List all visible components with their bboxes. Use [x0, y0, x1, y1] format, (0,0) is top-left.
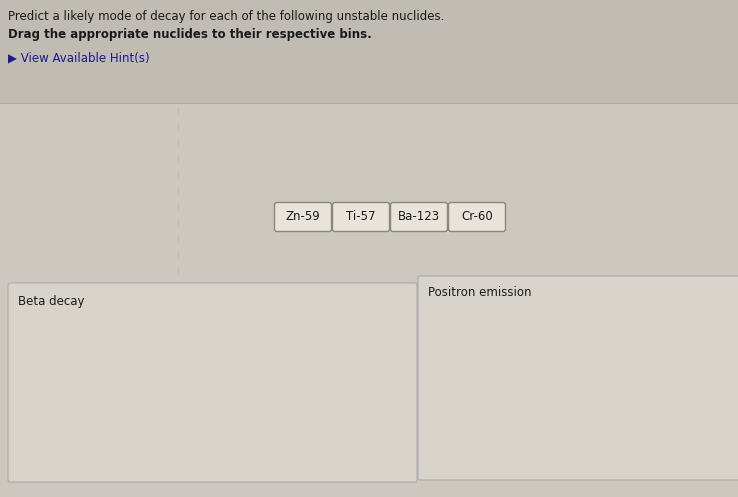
Text: Ba-123: Ba-123 [398, 211, 440, 224]
Text: Cr-60: Cr-60 [461, 211, 493, 224]
FancyBboxPatch shape [418, 276, 738, 480]
FancyBboxPatch shape [8, 283, 417, 482]
FancyBboxPatch shape [390, 202, 447, 232]
FancyBboxPatch shape [449, 202, 506, 232]
Text: ▶ View Available Hint(s): ▶ View Available Hint(s) [8, 52, 150, 65]
Text: Beta decay: Beta decay [18, 295, 84, 308]
Bar [0, 0, 738, 103]
Text: Positron emission: Positron emission [428, 286, 531, 299]
Text: Predict a likely mode of decay for each of the following unstable nuclides.: Predict a likely mode of decay for each … [8, 10, 444, 23]
Text: Ti-57: Ti-57 [346, 211, 376, 224]
Text: Zn-59: Zn-59 [286, 211, 320, 224]
Text: Drag the appropriate nuclides to their respective bins.: Drag the appropriate nuclides to their r… [8, 28, 372, 41]
Bar [0, 103, 738, 497]
FancyBboxPatch shape [275, 202, 331, 232]
FancyBboxPatch shape [333, 202, 390, 232]
